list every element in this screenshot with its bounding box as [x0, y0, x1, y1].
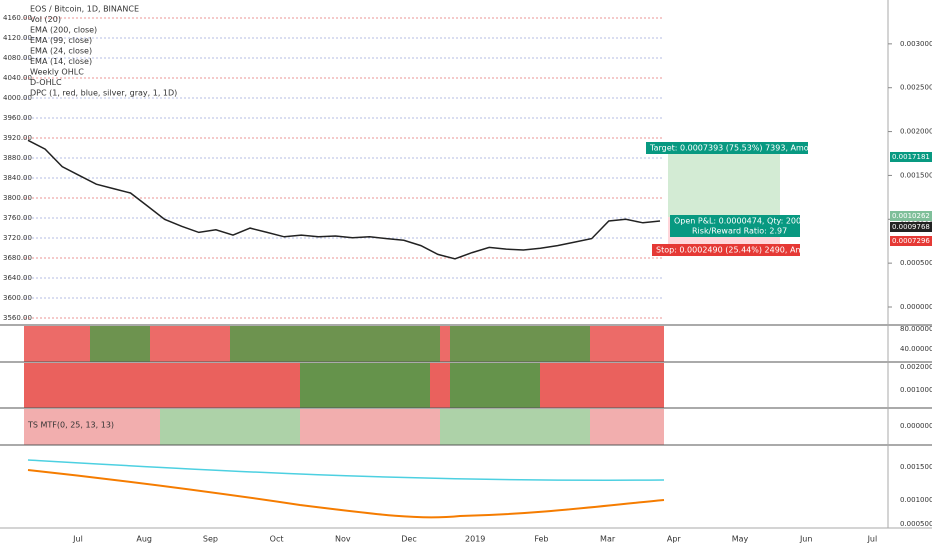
risk-reward-label: Risk/Reward Ratio: 2.97 — [692, 227, 787, 236]
time-label: Feb — [534, 535, 548, 544]
left-tick-label: 3840.00 — [3, 174, 32, 182]
price-tag-label: 0.0010262 — [892, 212, 930, 220]
symbol-title: EOS / Bitcoin, 1D, BINANCE — [30, 5, 139, 14]
pane-title: TS MTF(0, 25, 13, 13) — [27, 421, 114, 430]
legend-item: D-OHLC — [30, 78, 62, 87]
stop-box — [652, 244, 800, 256]
pane-fill — [90, 326, 150, 362]
target-zone — [668, 150, 780, 217]
legend-item: EMA (14, close) — [30, 57, 92, 66]
legend-item: Weekly OHLC — [30, 68, 84, 77]
price-tag — [890, 152, 932, 162]
time-label: Oct — [270, 535, 284, 544]
ribbon — [27, 469, 665, 519]
price-tag-label: 0.0007296 — [892, 237, 930, 245]
stop-label: Stop: 0.0002490 (25.44%) 2490, Amount: 2… — [656, 246, 857, 255]
legend-item: EMA (24, close) — [30, 47, 92, 56]
pane-fill — [450, 363, 540, 408]
position-zones: Target: 0.0007393 (75.53%) 7393, Amount:… — [646, 142, 870, 256]
left-tick-label: 4000.00 — [3, 94, 32, 102]
left-tick-label: 3760.00 — [3, 214, 32, 222]
left-tick-label: 4040.00 — [3, 74, 32, 82]
pane-fill — [230, 326, 440, 362]
pane-fill — [300, 363, 430, 408]
time-label: Dec — [401, 535, 416, 544]
time-label: Jul — [867, 535, 878, 544]
time-label: Sep — [203, 535, 218, 544]
target-label: Target: 0.0007393 (75.53%) 7393, Amount:… — [649, 144, 870, 153]
left-tick-label: 3720.00 — [3, 234, 32, 242]
open-pnl-label: Open P&L: 0.0000474, Qty: 20080321 — [674, 217, 827, 226]
time-label: 2019 — [465, 535, 485, 544]
ribbon — [27, 459, 665, 481]
target-box — [646, 142, 808, 154]
time-label: May — [732, 535, 749, 544]
left-tick-label: 4080.00 — [3, 54, 32, 62]
time-label: Apr — [667, 535, 682, 544]
left-tick-label: 4160.00 — [3, 14, 32, 22]
legend-item: DPC (1, red, blue, silver, gray, 1, 1D) — [30, 89, 177, 98]
pane-fill — [450, 326, 590, 362]
time-label: Nov — [335, 535, 351, 544]
time-label: Jun — [799, 535, 813, 544]
legend-item: EMA (99, close) — [30, 36, 92, 45]
left-tick-label: 3920.00 — [3, 134, 32, 142]
left-tick-label: 3800.00 — [3, 194, 32, 202]
price-tag — [890, 236, 932, 246]
price-tag — [890, 222, 932, 232]
pane-fill — [440, 409, 590, 445]
price-line — [27, 139, 661, 260]
price-tag — [890, 211, 932, 221]
price-tag-label: 0.0009768 — [892, 223, 930, 231]
time-label: Aug — [136, 535, 152, 544]
time-label: Jul — [72, 535, 83, 544]
left-tick-label: 3880.00 — [3, 154, 32, 162]
left-tick-label: 3560.00 — [3, 314, 32, 322]
price-tag-label: 0.0017181 — [892, 153, 930, 161]
pane-backgrounds — [0, 0, 932, 529]
time-label: Mar — [600, 535, 616, 544]
left-tick-label: 3640.00 — [3, 274, 32, 282]
legend-item: EMA (200, close) — [30, 26, 97, 35]
legend-item: Vol (20) — [30, 15, 61, 24]
left-tick-label: 3680.00 — [3, 254, 32, 262]
left-tick-label: 3600.00 — [3, 294, 32, 302]
left-tick-label: 4120.00 — [3, 34, 32, 42]
pnl-box — [670, 215, 800, 237]
left-tick-label: 3960.00 — [3, 114, 32, 122]
pane-fill — [160, 409, 300, 445]
